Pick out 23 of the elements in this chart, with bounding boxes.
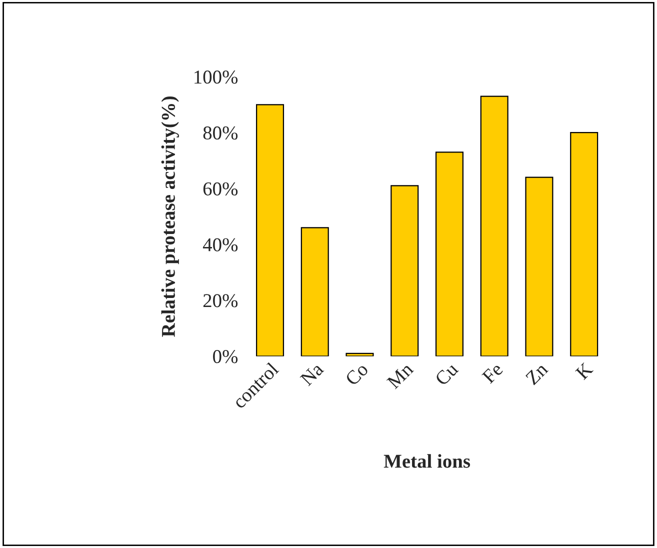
- y-axis-title: Relative protease activity(%): [161, 96, 179, 337]
- x-tick-label: Mn: [386, 362, 414, 390]
- y-tick-label: 20%: [203, 294, 238, 308]
- bar: [346, 352, 374, 356]
- x-axis-title: Metal ions: [384, 454, 470, 468]
- bar: [480, 96, 508, 356]
- y-tick-label: 60%: [203, 182, 238, 196]
- y-tick-label: 40%: [202, 238, 238, 252]
- x-tick-label: K: [575, 362, 594, 380]
- bar: [300, 227, 329, 356]
- bar: [256, 104, 284, 356]
- x-tick-label: Cu: [434, 362, 459, 386]
- x-tick-label: Fe: [482, 362, 504, 384]
- bar: [570, 132, 598, 356]
- x-tick-label: Na: [300, 362, 324, 386]
- bar: [525, 176, 554, 356]
- bar: [390, 185, 419, 356]
- y-tick-label: 0%: [213, 350, 238, 364]
- y-tick-label: 100%: [194, 70, 238, 84]
- x-tick-label: Co: [344, 362, 369, 386]
- x-tick-label: Zn: [525, 362, 549, 386]
- bar: [435, 152, 464, 356]
- y-tick-label: 80%: [203, 126, 238, 140]
